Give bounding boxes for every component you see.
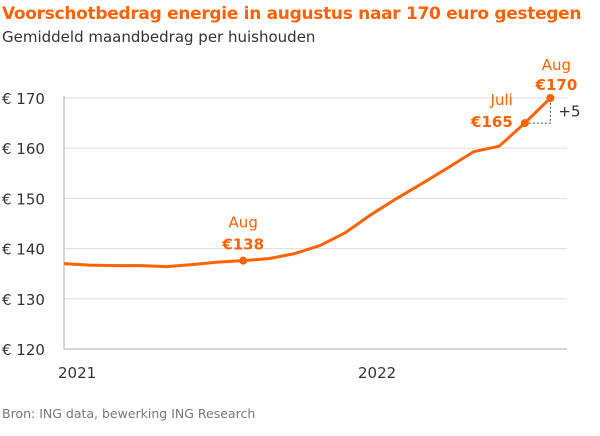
delta-label: +5 (558, 103, 580, 121)
data-point (239, 256, 248, 265)
x-tick-label: 2022 (358, 364, 396, 382)
y-tick-label: € 160 (2, 140, 45, 158)
chart-subtitle: Gemiddeld maandbedrag per huishouden (2, 28, 316, 46)
x-tick-label: 2021 (58, 364, 96, 382)
annotation-value: €138 (221, 236, 264, 254)
data-point (546, 94, 555, 102)
data-point (520, 119, 529, 128)
annotation-month: Aug (542, 56, 571, 74)
y-tick-label: € 120 (2, 341, 45, 359)
annotation-value: €165 (470, 113, 513, 131)
y-tick-label: € 170 (2, 90, 45, 108)
chart-title: Voorschotbedrag energie in augustus naar… (2, 4, 582, 24)
y-tick-label: € 150 (2, 190, 45, 208)
annotation-month: Juli (490, 91, 513, 109)
delta-guide (524, 98, 551, 124)
y-tick-label: € 140 (2, 241, 45, 259)
source-note: Bron: ING data, bewerking ING Research (2, 406, 256, 421)
y-tick-label: € 130 (2, 291, 45, 309)
series-line (63, 96, 552, 269)
annotation-value: €170 (535, 76, 578, 94)
annotation-month: Aug (229, 214, 258, 232)
